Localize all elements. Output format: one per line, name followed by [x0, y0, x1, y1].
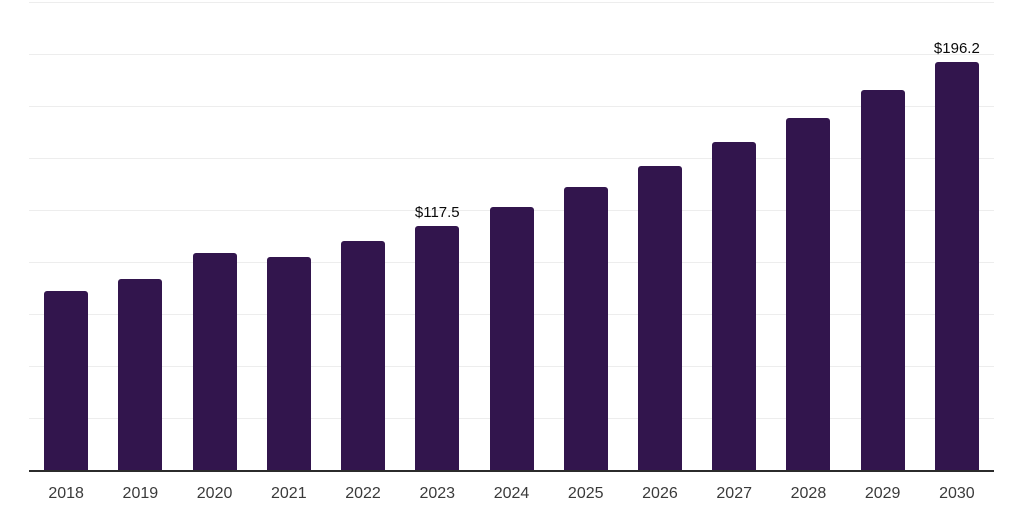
gridline: [29, 106, 994, 107]
bar-2028: [786, 117, 831, 470]
x-axis-label-2022: 2022: [345, 485, 381, 502]
x-axis-label-2026: 2026: [642, 485, 678, 502]
x-axis-label-2020: 2020: [196, 485, 233, 502]
plot-area: $117.5 $196.2: [29, 2, 994, 470]
x-axis-label-2018: 2018: [48, 485, 84, 502]
x-axis-line: [29, 470, 994, 472]
bar-2025: [563, 186, 608, 470]
x-axis-label-2030: 2030: [939, 485, 975, 502]
bar-2020: [192, 253, 237, 470]
bar-2026: [637, 165, 682, 470]
bar-value-label-2023: $117.5: [414, 203, 460, 221]
x-axis-label-2021: 2021: [271, 485, 307, 502]
x-axis-label-2023: 2023: [419, 485, 456, 502]
bar-2029: [860, 89, 905, 470]
gridline: [29, 2, 994, 3]
bar-2027: [712, 141, 757, 470]
bar-2019: [118, 278, 163, 470]
gridline: [29, 158, 994, 159]
bar-2021: [266, 256, 311, 470]
gridline: [29, 54, 994, 55]
bar-value-label-2030: $196.2: [933, 39, 980, 57]
bar-2022: [341, 241, 386, 470]
x-axis-label-2028: 2028: [790, 485, 827, 502]
bar-2024: [489, 207, 534, 470]
bar-2023: [415, 225, 460, 470]
x-axis-label-2025: 2025: [567, 485, 604, 502]
x-axis-label-2029: 2029: [864, 485, 901, 502]
x-axis-label-2024: 2024: [493, 485, 530, 502]
x-axis-label-2019: 2019: [122, 485, 159, 502]
x-axis-label-2027: 2027: [716, 485, 752, 502]
bar-2030: [934, 61, 979, 470]
bar-2018: [44, 291, 89, 470]
